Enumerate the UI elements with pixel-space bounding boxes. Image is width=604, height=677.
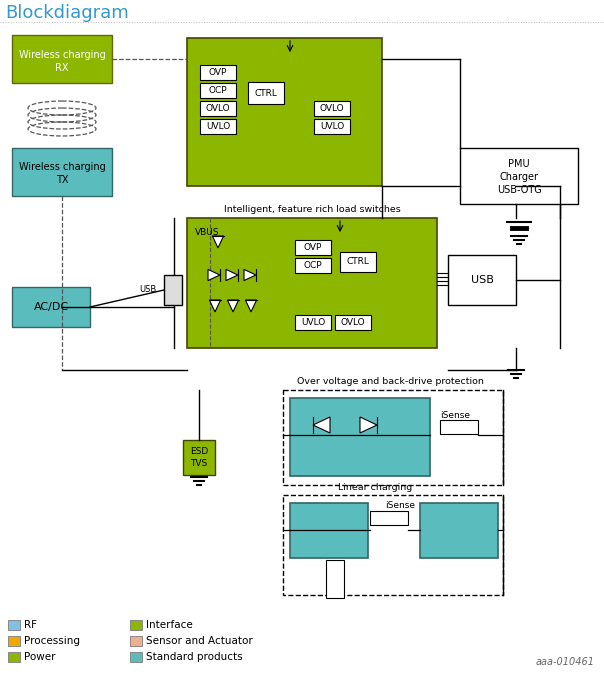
Text: PMU: PMU	[508, 159, 530, 169]
Bar	[448, 255, 516, 305]
Bar	[314, 119, 350, 134]
Polygon shape	[313, 417, 330, 433]
Text: OCP: OCP	[209, 86, 227, 95]
Text: ESD: ESD	[190, 447, 208, 456]
Polygon shape	[360, 417, 377, 433]
Text: iSense: iSense	[385, 502, 415, 510]
Text: Sensor and Actuator: Sensor and Actuator	[146, 636, 252, 646]
Text: Standard products: Standard products	[146, 652, 243, 662]
Text: VBUS: VBUS	[195, 228, 219, 237]
Bar	[187, 218, 437, 348]
Bar	[8, 620, 20, 630]
Text: aaa-010461: aaa-010461	[536, 657, 595, 667]
Text: OVLO: OVLO	[341, 318, 365, 327]
Bar	[12, 35, 112, 83]
Polygon shape	[226, 269, 238, 280]
Bar	[8, 636, 20, 646]
Text: USB: USB	[471, 275, 493, 285]
Polygon shape	[208, 269, 220, 280]
Polygon shape	[245, 300, 257, 312]
Bar	[283, 390, 503, 485]
Bar	[187, 38, 382, 186]
Bar	[130, 652, 142, 662]
Text: Over voltage and back-drive protection: Over voltage and back-drive protection	[297, 378, 483, 387]
Text: TVS: TVS	[190, 458, 208, 468]
Bar	[130, 620, 142, 630]
Text: CTRL: CTRL	[254, 89, 277, 97]
Text: UVLO: UVLO	[206, 122, 230, 131]
Bar	[335, 315, 371, 330]
Text: OVP: OVP	[304, 243, 322, 252]
Text: RX: RX	[55, 63, 69, 73]
Bar	[8, 652, 20, 662]
Bar	[295, 315, 331, 330]
Polygon shape	[213, 236, 223, 248]
Polygon shape	[210, 300, 220, 312]
Text: Blockdiagram: Blockdiagram	[5, 4, 129, 22]
Text: UVLO: UVLO	[301, 318, 325, 327]
Bar	[295, 240, 331, 255]
Bar	[200, 101, 236, 116]
Bar	[130, 636, 142, 646]
Text: Wireless charging: Wireless charging	[19, 50, 105, 60]
Bar	[290, 503, 368, 558]
Text: Charger: Charger	[500, 172, 539, 182]
Text: USB: USB	[139, 286, 156, 294]
Polygon shape	[227, 300, 239, 312]
Bar	[295, 258, 331, 273]
Bar	[200, 65, 236, 80]
Bar	[460, 148, 578, 204]
Text: AC/DC: AC/DC	[33, 302, 69, 312]
Text: iSense: iSense	[440, 410, 470, 420]
Bar	[12, 148, 112, 196]
Text: OVLO: OVLO	[320, 104, 344, 113]
Text: Intelligent, feature rich load switches: Intelligent, feature rich load switches	[223, 206, 400, 215]
Bar	[420, 503, 498, 558]
Text: OVP: OVP	[209, 68, 227, 77]
Bar	[283, 495, 503, 595]
Text: OVLO: OVLO	[206, 104, 230, 113]
Text: Wireless charging: Wireless charging	[19, 162, 105, 172]
Text: TX: TX	[56, 175, 68, 185]
Text: Linear charging: Linear charging	[338, 483, 412, 492]
Text: RF: RF	[24, 620, 37, 630]
Bar	[340, 252, 376, 272]
Bar	[440, 420, 478, 434]
Text: UVLO: UVLO	[320, 122, 344, 131]
Bar	[164, 275, 182, 305]
Bar	[12, 287, 90, 327]
Text: Power: Power	[24, 652, 56, 662]
Bar	[370, 511, 408, 525]
Text: CTRL: CTRL	[347, 257, 370, 267]
Text: Interface: Interface	[146, 620, 193, 630]
Bar	[314, 101, 350, 116]
Bar	[200, 119, 236, 134]
Bar	[200, 83, 236, 98]
Text: USB-OTG: USB-OTG	[496, 185, 541, 195]
Text: OCP: OCP	[304, 261, 323, 270]
Bar	[248, 82, 284, 104]
Bar	[183, 440, 215, 475]
Bar	[290, 398, 430, 476]
Text: Processing: Processing	[24, 636, 80, 646]
Bar	[326, 560, 344, 598]
Polygon shape	[244, 269, 256, 280]
